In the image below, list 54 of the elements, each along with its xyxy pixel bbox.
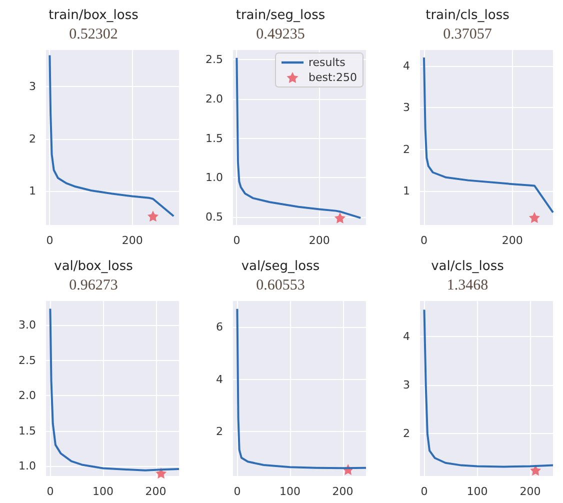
line-series <box>422 56 554 214</box>
y-tick-label: 0.5 <box>206 210 223 224</box>
y-tick-label: 2.0 <box>206 92 223 106</box>
x-tick-label: 0 <box>233 234 240 247</box>
legend-label: results <box>308 56 346 69</box>
x-tick-label: 200 <box>520 485 541 498</box>
y-tick-label: 4 <box>216 372 223 386</box>
x-tick-label: 0 <box>420 234 428 247</box>
chart-title: train/seg_loss <box>236 8 326 23</box>
y-tick-label: 1 <box>29 184 36 198</box>
y-tick-label: 2 <box>29 132 36 146</box>
chart-subtitle: 0.37057 <box>443 26 492 42</box>
y-tick-label: 2 <box>403 142 410 156</box>
chart-title: val/cls_loss <box>431 259 504 274</box>
y-tick-label: 3 <box>403 378 410 392</box>
x-tick-label: 0 <box>420 485 428 498</box>
y-tick-label: 3 <box>403 101 410 114</box>
x-tick-label: 100 <box>466 485 488 498</box>
y-tick-label: 2.5 <box>18 354 36 367</box>
y-tick-label: 3 <box>29 80 36 94</box>
x-tick-label: 200 <box>308 234 330 247</box>
y-tick-label: 1.5 <box>206 132 223 145</box>
y-tick-label: 3.0 <box>18 318 36 332</box>
x-tick-label: 200 <box>122 234 143 247</box>
x-tick-label: 200 <box>332 485 354 498</box>
y-tick-label: 2 <box>216 425 223 438</box>
x-tick-label: 0 <box>46 485 54 498</box>
y-tick-label: 1 <box>403 184 410 198</box>
y-tick-label: 4 <box>403 59 410 72</box>
chart-subtitle: 0.96273 <box>69 278 118 294</box>
y-tick-label: 4 <box>403 330 410 343</box>
chart-subtitle: 1.3468 <box>446 278 488 294</box>
chart-title: val/box_loss <box>54 259 134 274</box>
chart-title: train/box_loss <box>48 8 139 23</box>
x-tick-label: 200 <box>145 485 166 498</box>
chart-subtitle: 0.60553 <box>256 278 305 294</box>
y-tick-label: 1.0 <box>206 171 223 184</box>
legend-label: best:250 <box>308 71 358 84</box>
y-tick-label: 2.0 <box>18 389 36 402</box>
y-tick-label: 2 <box>403 427 410 440</box>
y-tick-label: 2.5 <box>206 52 223 66</box>
y-tick-label: 6 <box>216 320 223 334</box>
x-tick-label: 100 <box>92 485 114 498</box>
chart-subtitle: 0.49235 <box>256 26 305 42</box>
x-tick-label: 0 <box>234 485 241 498</box>
y-tick-label: 1.0 <box>18 460 36 473</box>
y-tick-label: 1.5 <box>18 424 36 438</box>
chart-title: val/seg_loss <box>241 259 320 274</box>
chart-title: train/cls_loss <box>426 8 510 23</box>
chart-subtitle: 0.52302 <box>69 26 118 42</box>
x-tick-label: 100 <box>280 485 300 498</box>
line-series <box>48 54 175 218</box>
x-tick-label: 200 <box>502 234 523 247</box>
x-tick-label: 0 <box>46 234 54 247</box>
